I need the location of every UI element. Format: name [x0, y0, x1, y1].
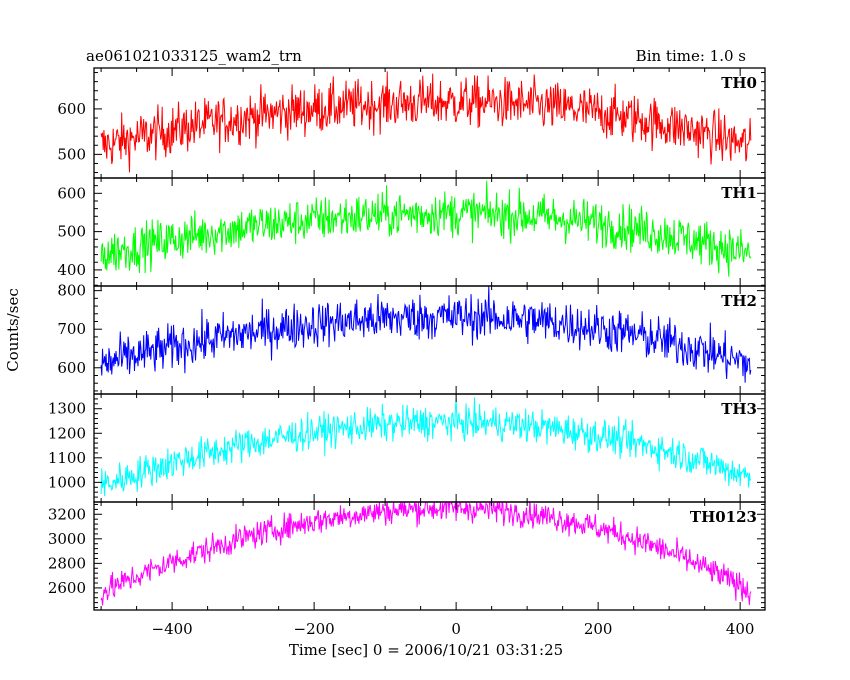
x-tick-label: 0: [451, 620, 461, 638]
y-tick-label: 400: [57, 261, 86, 279]
y-tick-label: 3200: [48, 505, 86, 523]
y-axis-label: Counts/sec: [4, 288, 22, 372]
y-tick-label: 2800: [48, 554, 86, 572]
y-tick-label: 2600: [48, 579, 86, 597]
series-line-th0: [100, 71, 752, 173]
y-tick-label: 800: [57, 282, 86, 300]
panel-th0: 500 600 TH0: [57, 67, 766, 179]
panel-th0123: 2600 2800 3000 3200 TH0123: [48, 501, 766, 611]
series-line-th1: [100, 180, 752, 277]
series-line-th2: [100, 286, 752, 383]
series-line-th0123: [100, 502, 752, 606]
y-tick-label: 600: [57, 100, 86, 118]
x-tick-label: 200: [584, 620, 613, 638]
chart-title: ae061021033125_wam2_trn: [86, 47, 302, 65]
series-line-th3: [100, 397, 752, 497]
x-tick-label: −400: [152, 620, 193, 638]
x-tick-label: 400: [726, 620, 755, 638]
x-tick-label: −200: [294, 620, 335, 638]
y-tick-label: 1200: [48, 424, 86, 442]
y-tick-label: 600: [57, 359, 86, 377]
y-tick-label: 500: [57, 223, 86, 241]
y-tick-label: 700: [57, 320, 86, 338]
bin-time-label: Bin time: 1.0 s: [636, 47, 746, 65]
y-tick-label: 1100: [48, 449, 86, 467]
panel-th3: 1000 1100 1200 1300 TH3: [48, 393, 766, 503]
panel-name-th0: TH0: [721, 74, 757, 92]
panel-th2: 600 700 800 TH2: [57, 282, 766, 395]
y-tick-label: 3000: [48, 530, 86, 548]
panel-name-th0123: TH0123: [690, 508, 757, 526]
panel-frame: [93, 501, 766, 611]
y-tick-label: 500: [57, 145, 86, 163]
y-tick-label: 600: [57, 184, 86, 202]
y-tick-label: 1300: [48, 400, 86, 418]
panel-name-th2: TH2: [721, 292, 757, 310]
y-tick-label: 1000: [48, 473, 86, 491]
panel-frame: [93, 393, 766, 503]
panel-th1: 400 500 600 TH1: [57, 177, 766, 287]
panel-name-th1: TH1: [721, 184, 757, 202]
panel-name-th3: TH3: [721, 400, 757, 418]
x-axis-label: Time [sec] 0 = 2006/10/21 03:31:25: [289, 641, 563, 659]
